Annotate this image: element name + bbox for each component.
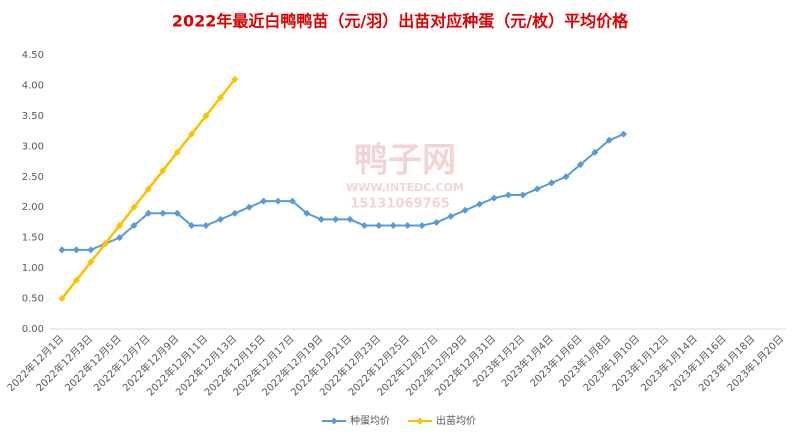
legend-label: 出苗均价 — [436, 414, 476, 427]
point-marker — [231, 75, 239, 83]
y-tick-label: 3.50 — [22, 111, 44, 122]
point-marker — [303, 209, 311, 217]
point-marker — [562, 173, 570, 181]
point-marker — [216, 94, 224, 102]
point-marker — [360, 221, 368, 229]
point-marker — [317, 215, 325, 223]
point-marker — [332, 215, 340, 223]
point-marker — [144, 209, 152, 217]
point-marker — [620, 130, 628, 138]
point-marker — [130, 203, 138, 211]
point-marker — [87, 258, 95, 266]
point-marker — [605, 136, 613, 144]
y-tick-label: 2.00 — [22, 202, 44, 213]
y-tick-label: 1.00 — [22, 263, 44, 274]
point-marker — [216, 215, 224, 223]
point-marker — [72, 276, 80, 284]
point-marker — [591, 148, 599, 156]
point-marker — [58, 295, 66, 303]
point-marker — [346, 215, 354, 223]
point-marker — [231, 209, 239, 217]
point-marker — [116, 234, 124, 242]
point-marker — [418, 221, 426, 229]
point-marker — [101, 240, 109, 248]
point-marker — [144, 185, 152, 193]
point-marker — [87, 246, 95, 254]
point-marker — [447, 212, 455, 220]
point-marker — [245, 203, 253, 211]
point-marker — [260, 197, 268, 205]
y-tick-label: 0.00 — [22, 324, 44, 335]
watermark-phone: 15131069765 — [350, 197, 450, 212]
point-marker — [202, 221, 210, 229]
point-marker — [274, 197, 282, 205]
y-tick-label: 3.00 — [22, 141, 44, 152]
point-marker — [116, 221, 124, 229]
point-marker — [58, 246, 66, 254]
point-marker — [188, 130, 196, 138]
watermark-name: 鸭子网 — [354, 141, 456, 181]
point-marker — [159, 209, 167, 217]
y-tick-label: 4.50 — [22, 50, 44, 61]
point-marker — [202, 112, 210, 120]
y-tick-label: 2.50 — [22, 172, 44, 183]
legend-item: 种蛋均价 — [322, 414, 390, 427]
y-tick-label: 1.50 — [22, 233, 44, 244]
y-tick-label: 4.00 — [22, 80, 44, 91]
point-marker — [130, 221, 138, 229]
point-marker — [461, 206, 469, 214]
legend-marker — [330, 417, 338, 425]
point-marker — [375, 221, 383, 229]
point-marker — [476, 200, 484, 208]
point-marker — [533, 185, 541, 193]
point-marker — [188, 221, 196, 229]
point-marker — [404, 221, 412, 229]
legend-label: 种蛋均价 — [350, 414, 390, 427]
point-marker — [72, 246, 80, 254]
point-marker — [173, 209, 181, 217]
point-marker — [576, 161, 584, 169]
legend-item: 出苗均价 — [408, 414, 476, 427]
point-marker — [288, 197, 296, 205]
point-marker — [389, 221, 397, 229]
point-marker — [548, 179, 556, 187]
point-marker — [519, 191, 527, 199]
chart-title: 2022年最近白鸭鸭苗（元/羽）出苗对应种蛋（元/枚）平均价格 — [172, 12, 629, 31]
point-marker — [159, 167, 167, 175]
series-line — [62, 133, 624, 251]
point-marker — [490, 194, 498, 202]
legend-marker — [416, 417, 424, 425]
watermark-site: WWW.INTEDC.COM — [346, 181, 464, 194]
point-marker — [432, 218, 440, 226]
point-marker — [173, 148, 181, 156]
watermark: 鸭子网 WWW.INTEDC.COM 15131069765 — [346, 141, 464, 212]
point-marker — [504, 191, 512, 199]
y-tick-label: 0.50 — [22, 294, 44, 305]
